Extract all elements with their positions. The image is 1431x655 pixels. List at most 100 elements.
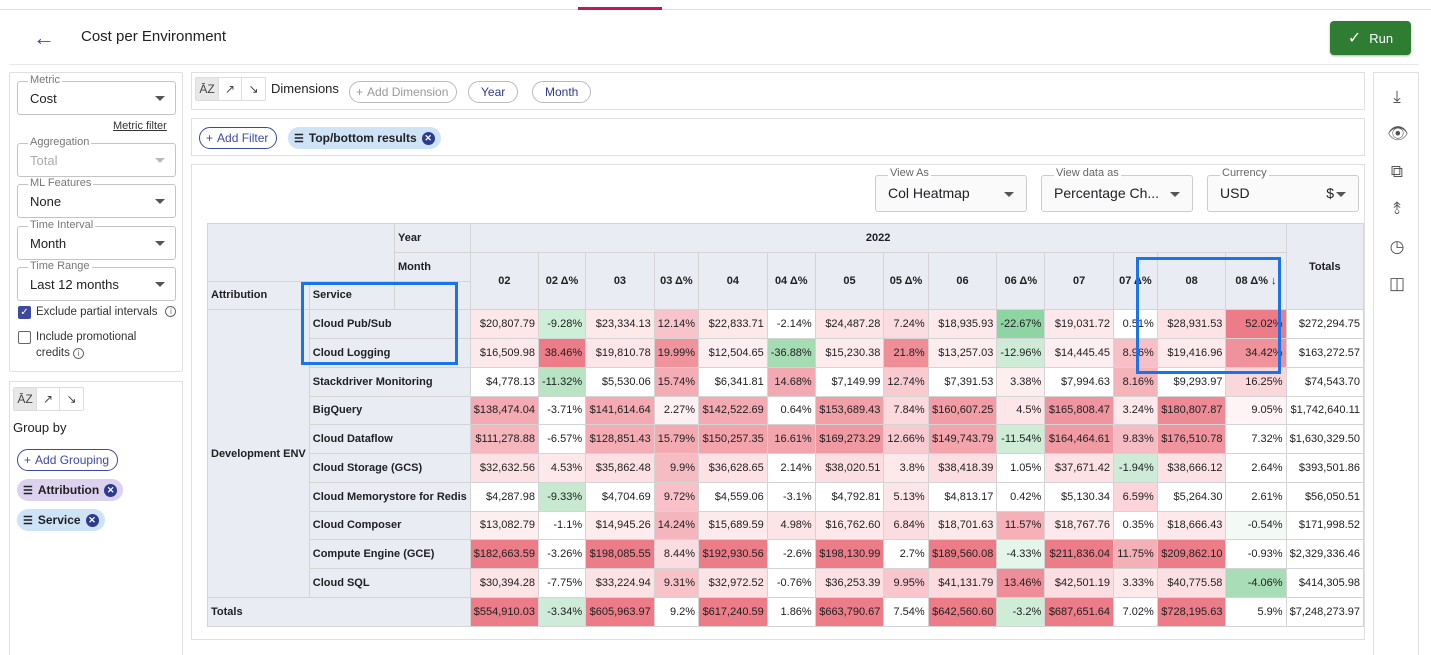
dimension-chip-year[interactable]: Year (468, 81, 519, 103)
value-cell[interactable]: $35,862.48 (585, 453, 655, 483)
value-cell[interactable]: -0.54% (1225, 510, 1287, 541)
eye-icon[interactable]: 👁 (1387, 124, 1409, 143)
value-cell[interactable]: $5,530.06 (585, 366, 655, 397)
value-cell[interactable]: 8.16% (1112, 366, 1158, 397)
grouping-chip-attribution[interactable]: ☰ Attribution ✕ (17, 479, 124, 501)
remove-chip-icon[interactable]: ✕ (421, 131, 435, 145)
value-cell[interactable]: 0.64% (766, 395, 816, 426)
row-total-cell[interactable]: $1,630,329.50 (1285, 424, 1365, 454)
value-cell[interactable]: $142,522.69 (698, 395, 768, 426)
value-cell[interactable]: 9.05% (1225, 395, 1287, 426)
value-cell[interactable]: 9.72% (653, 481, 700, 512)
value-cell[interactable]: $111,278.88 (469, 424, 539, 454)
value-cell[interactable]: 7.24% (883, 309, 929, 339)
metric-filter-link[interactable]: Metric filter (113, 120, 167, 132)
value-cell[interactable]: -7.75% (537, 568, 587, 598)
value-cell[interactable]: -9.33% (537, 481, 587, 512)
value-cell[interactable]: 52.02% (1225, 309, 1287, 339)
column-header[interactable]: 04 (698, 251, 768, 311)
value-cell[interactable]: $141,614.64 (585, 395, 655, 426)
value-cell[interactable]: $38,666.12 (1156, 453, 1227, 483)
value-cell[interactable]: 21.8% (883, 338, 929, 368)
grouping-chip-service[interactable]: ☰ Service ✕ (17, 509, 105, 531)
column-header[interactable]: 02 (469, 251, 539, 311)
value-cell[interactable]: 2.7% (883, 539, 929, 569)
total-value-cell[interactable]: 1.86% (766, 596, 816, 627)
checkbox-unchecked-icon[interactable] (18, 331, 31, 344)
total-value-cell[interactable]: $617,240.59 (698, 596, 768, 627)
value-cell[interactable]: $180,807.87 (1156, 395, 1227, 426)
add-chart-icon[interactable]: ◫ (1388, 274, 1406, 293)
value-cell[interactable]: 2.64% (1225, 453, 1287, 483)
service-name-cell[interactable]: BigQuery (308, 395, 471, 426)
value-cell[interactable]: 9.31% (653, 568, 700, 598)
value-cell[interactable]: $211,836.04 (1044, 539, 1114, 569)
value-cell[interactable]: -1.1% (537, 510, 587, 541)
run-button[interactable]: ✓ Run (1330, 21, 1411, 55)
total-value-cell[interactable]: $687,651.64 (1044, 596, 1114, 627)
value-cell[interactable]: $24,487.28 (814, 309, 885, 339)
value-cell[interactable]: 11.75% (1112, 539, 1158, 569)
value-cell[interactable]: $40,775.58 (1156, 568, 1227, 598)
value-cell[interactable]: -11.32% (537, 366, 587, 397)
value-cell[interactable]: 7.84% (883, 395, 929, 426)
row-total-cell[interactable]: $74,543.70 (1285, 366, 1365, 397)
value-cell[interactable]: $28,931.53 (1156, 309, 1227, 339)
service-name-cell[interactable]: Cloud Composer (308, 510, 471, 541)
column-header[interactable]: 06 Δ% (996, 251, 1046, 311)
total-value-cell[interactable]: 5.9% (1225, 596, 1287, 627)
value-cell[interactable]: $32,632.56 (469, 453, 539, 483)
value-cell[interactable]: $189,560.08 (927, 539, 998, 569)
value-cell[interactable]: $4,813.17 (927, 481, 998, 512)
value-cell[interactable]: 4.98% (766, 510, 816, 541)
value-cell[interactable]: -3.1% (766, 481, 816, 512)
column-header[interactable]: 05 Δ% (883, 251, 929, 311)
metric-select[interactable]: Metric Cost (17, 74, 176, 115)
time-interval-select[interactable]: Time Interval Month (17, 219, 176, 260)
service-name-cell[interactable]: Cloud Logging (308, 338, 471, 368)
value-cell[interactable]: $19,810.78 (585, 338, 655, 368)
value-cell[interactable]: 6.84% (883, 510, 929, 541)
service-name-cell[interactable]: Cloud Dataflow (308, 424, 471, 454)
total-value-cell[interactable]: -3.34% (537, 596, 587, 627)
copy-icon[interactable]: ⧉ (1390, 162, 1404, 181)
value-cell[interactable]: 0.42% (996, 481, 1046, 512)
remove-chip-icon[interactable]: ✕ (85, 513, 99, 527)
value-cell[interactable]: 9.83% (1112, 424, 1158, 454)
column-header[interactable]: 04 Δ% (766, 251, 816, 311)
value-cell[interactable]: $42,501.19 (1044, 568, 1114, 598)
value-cell[interactable]: -0.93% (1225, 539, 1287, 569)
value-cell[interactable]: -9.28% (537, 309, 587, 339)
view-data-as-select[interactable]: View data as Percentage Ch... (1041, 167, 1193, 212)
sort-alpha-icon[interactable]: ĀZ (14, 388, 37, 410)
total-value-cell[interactable]: 9.2% (653, 596, 700, 627)
value-cell[interactable]: $22,833.71 (698, 309, 768, 339)
value-cell[interactable]: 13.46% (996, 568, 1046, 598)
value-cell[interactable]: $6,341.81 (698, 366, 768, 397)
value-cell[interactable]: 9.95% (883, 568, 929, 598)
attribution-group-cell[interactable]: Development ENV (207, 309, 310, 598)
row-total-cell[interactable]: $393,501.86 (1285, 453, 1365, 483)
row-total-cell[interactable]: $414,305.98 (1285, 568, 1365, 598)
value-cell[interactable]: $9,293.97 (1156, 366, 1227, 397)
value-cell[interactable]: $138,474.04 (469, 395, 539, 426)
column-header[interactable]: 06 (927, 251, 998, 311)
value-cell[interactable]: $13,082.79 (469, 510, 539, 541)
value-cell[interactable]: 4.53% (537, 453, 587, 483)
column-header[interactable]: 02 Δ% (537, 251, 587, 311)
value-cell[interactable]: $4,778.13 (469, 366, 539, 397)
value-cell[interactable]: $19,416.96 (1156, 338, 1227, 368)
sort-alpha-icon[interactable]: ĀZ (196, 78, 219, 100)
value-cell[interactable]: 3.33% (1112, 568, 1158, 598)
trend-down-icon[interactable]: ↘ (66, 392, 77, 406)
exclude-partial-checkbox[interactable]: ✓ Exclude partial intervals i (18, 306, 177, 319)
value-cell[interactable]: 3.38% (996, 366, 1046, 397)
service-name-cell[interactable]: Cloud Memorystore for Redis (308, 481, 471, 512)
value-cell[interactable]: $4,559.06 (698, 481, 768, 512)
value-cell[interactable]: $4,704.69 (585, 481, 655, 512)
include-promotional-checkbox[interactable]: Include promotional credits i (18, 331, 136, 363)
value-cell[interactable]: 0.35% (1112, 510, 1158, 541)
column-header[interactable]: 08 (1156, 251, 1227, 311)
value-cell[interactable]: $36,628.65 (698, 453, 768, 483)
value-cell[interactable]: 7.32% (1225, 424, 1287, 454)
